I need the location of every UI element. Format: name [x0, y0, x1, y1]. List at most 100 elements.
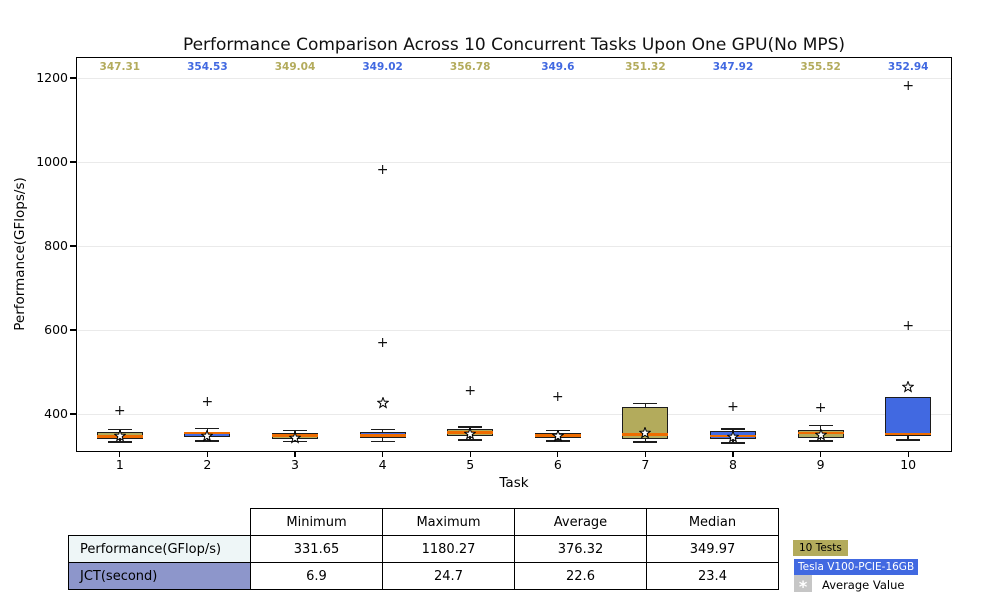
upper-whisker [381, 429, 384, 433]
x-tick-mark [819, 452, 822, 457]
gridline [77, 77, 951, 79]
y-tick-label: 1200 [36, 70, 68, 85]
annotation-median-task-1: 347.31 [99, 61, 141, 73]
x-tick-label: 2 [203, 457, 212, 472]
x-tick-label: 1 [115, 457, 124, 472]
cell-performance-median: 349.97 [646, 535, 779, 563]
x-tick-mark [557, 452, 559, 457]
row-label-performance: Performance(GFlop/s) [68, 535, 251, 563]
x-tick-mark [294, 452, 296, 457]
y-tick-label: 800 [44, 238, 68, 254]
lower-whisker [381, 438, 384, 442]
mean-star-icon [813, 426, 828, 441]
upper-whisker-cap [283, 429, 307, 432]
lower-whisker [644, 438, 647, 442]
x-tick-mark [469, 452, 471, 457]
mean-star-icon [375, 394, 390, 409]
x-tick-mark [644, 452, 647, 457]
lower-whisker [469, 436, 471, 441]
table-row-jct: JCT(second) 6.9 24.7 22.6 23.4 [68, 562, 779, 590]
annotation-median-task-10: 352.94 [887, 61, 929, 73]
cell-performance-average: 376.32 [514, 535, 647, 563]
annotation-median-task-4: 349.02 [362, 61, 403, 73]
annotation-median-task-5: 356.78 [449, 61, 491, 73]
lower-whisker-cap [283, 440, 307, 443]
lower-whisker [206, 437, 209, 442]
row-label-jct: JCT(second) [68, 562, 251, 590]
y-tick-label: 600 [44, 322, 68, 338]
x-tick-label: 5 [466, 457, 475, 472]
y-tick-label: 400 [44, 406, 68, 422]
y-tick-mark [70, 161, 76, 163]
flier-plus-icon: + [464, 382, 477, 399]
lower-whisker [557, 437, 559, 442]
flier-plus-icon: + [902, 78, 915, 95]
legend-item-gpu-model: Tesla V100-PCIE-16GB [794, 559, 919, 575]
stats-table: Minimum Maximum Average Median Performan… [68, 508, 779, 590]
upper-whisker-cap [808, 424, 833, 427]
mean-star-icon [551, 427, 565, 442]
mean-star-icon [726, 428, 740, 443]
x-tick-label: 10 [900, 457, 917, 472]
lower-whisker [119, 438, 121, 442]
annotation-median-task-3: 349.04 [274, 61, 316, 73]
cell-jct-average: 22.6 [514, 562, 647, 590]
x-tick-mark [206, 452, 209, 457]
x-tick-label: 8 [729, 457, 737, 472]
x-tick-mark [907, 452, 909, 457]
legend-item-10-tests: 10 Tests [793, 540, 848, 556]
average-value-marker-icon: * [794, 575, 812, 596]
lower-whisker-cap [808, 440, 833, 442]
lower-whisker [732, 439, 734, 443]
median-line-task-10 [885, 432, 932, 436]
x-tick-mark [732, 452, 734, 457]
flier-plus-icon: + [376, 162, 389, 179]
mean-star-icon [288, 429, 302, 444]
plot-area [76, 57, 952, 452]
x-tick-label: 3 [291, 457, 299, 472]
x-tick-label: 6 [553, 457, 562, 472]
upper-whisker-cap [633, 402, 658, 404]
annotation-median-task-7: 351.32 [625, 61, 666, 73]
box-task-10 [885, 397, 932, 437]
column-header-average: Average [514, 508, 647, 536]
column-header-median: Median [646, 508, 779, 536]
upper-whisker [644, 403, 647, 408]
cell-jct-median: 23.4 [646, 562, 779, 590]
lower-whisker [819, 437, 822, 442]
table-corner-empty [69, 509, 251, 536]
lower-whisker-cap [721, 442, 745, 444]
flier-plus-icon: + [902, 317, 915, 334]
table-row-performance: Performance(GFlop/s) 331.65 1180.27 376.… [68, 535, 779, 563]
chart-title: Performance Comparison Across 10 Concurr… [182, 35, 846, 55]
lower-whisker-cap [896, 439, 921, 441]
mean-star-icon [113, 427, 127, 442]
lower-whisker-cap [545, 440, 570, 442]
upper-whisker-cap [721, 428, 745, 430]
x-tick-label: 9 [816, 457, 825, 472]
table-header-row: Minimum Maximum Average Median [69, 508, 779, 536]
column-header-minimum: Minimum [250, 508, 383, 536]
median-line-task-4 [359, 434, 406, 437]
lower-whisker-cap [370, 440, 395, 443]
upper-whisker-cap [370, 428, 395, 431]
x-tick-label: 4 [378, 457, 387, 472]
lower-whisker [907, 436, 909, 441]
column-header-maximum: Maximum [382, 508, 515, 536]
y-tick-mark [70, 245, 76, 247]
flier-plus-icon: + [551, 388, 564, 405]
y-tick-label: 1000 [36, 154, 68, 170]
y-tick-mark [70, 329, 76, 331]
cell-jct-minimum: 6.9 [250, 562, 383, 590]
gridline [77, 329, 951, 331]
flier-plus-icon: + [727, 399, 739, 416]
y-tick-mark [70, 413, 76, 415]
x-axis-label: Task [499, 475, 529, 491]
mean-star-icon [638, 424, 652, 439]
upper-whisker [732, 428, 734, 431]
cell-performance-minimum: 331.65 [250, 535, 383, 563]
x-tick-mark [381, 452, 384, 457]
lower-whisker-cap [107, 441, 132, 443]
annotation-median-task-6: 349.6 [541, 61, 575, 73]
